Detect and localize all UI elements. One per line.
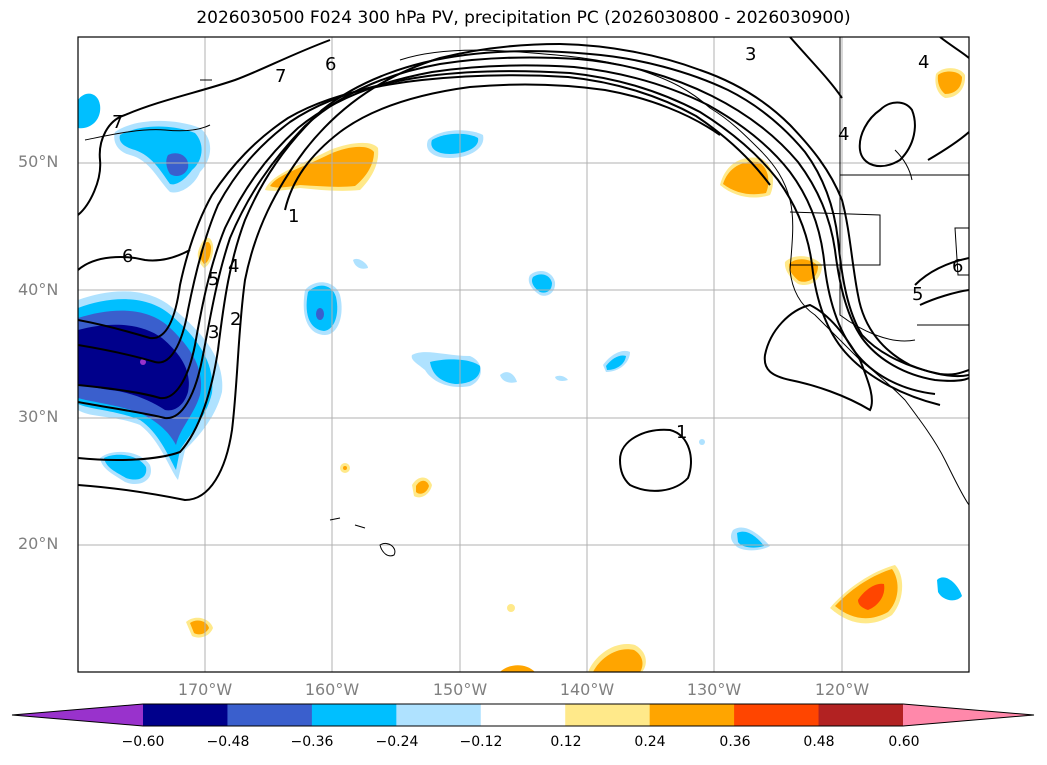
colorbar-segment — [396, 704, 482, 726]
contour-label: 1 — [676, 422, 687, 443]
contour-labels: 7 6 7 6 1 5 4 3 2 3 4 4 5 6 1 — [112, 44, 963, 443]
colorbar-tick-label: −0.48 — [206, 734, 250, 750]
contour-label: 7 — [112, 112, 123, 133]
contour-label: 3 — [745, 44, 756, 65]
colorbar-tick-label: −0.60 — [121, 734, 165, 750]
lon-label: 170°W — [177, 680, 233, 699]
contour-label: 3 — [208, 322, 219, 343]
colorbar-segment — [818, 704, 904, 726]
colorbar-tick-label: −0.12 — [459, 734, 503, 750]
precip-positive — [186, 68, 966, 672]
map-plot — [78, 37, 969, 672]
contour-label: 6 — [952, 256, 963, 277]
colorbar-tick-label: 0.60 — [888, 734, 920, 750]
lon-label: 140°W — [559, 680, 615, 699]
contour-label: 7 — [275, 66, 286, 87]
lon-label: 130°W — [686, 680, 742, 699]
lat-label: 40°N — [18, 280, 59, 299]
lon-label: 120°W — [814, 680, 870, 699]
contour-label: 4 — [838, 124, 849, 145]
lat-label: 30°N — [18, 407, 59, 426]
colorbar-segment — [480, 704, 566, 726]
contour-label: 6 — [325, 54, 336, 75]
colorbar-segment — [227, 704, 313, 726]
contour-label: 4 — [918, 52, 929, 73]
colorbar-tick-label: −0.24 — [375, 734, 419, 750]
colorbar-tick-label: 0.12 — [550, 734, 582, 750]
map-title: 2026030500 F024 300 hPa PV, precipitatio… — [196, 8, 851, 28]
lat-label: 20°N — [18, 534, 59, 553]
contour-label: 5 — [208, 269, 219, 290]
colorbar-segment — [734, 704, 820, 726]
colorbar-extend-min — [12, 704, 143, 726]
lon-label: 150°W — [432, 680, 488, 699]
pv-contours — [78, 37, 969, 502]
map-frame — [77, 36, 970, 673]
contour-label: 4 — [228, 256, 239, 277]
lat-label: 50°N — [18, 152, 59, 171]
colorbar-tick-label: 0.36 — [719, 734, 751, 750]
colorbar-tick-label: −0.36 — [290, 734, 334, 750]
colorbar-outline — [11, 703, 1035, 727]
contour-label: 1 — [288, 206, 299, 227]
colorbar-tick-label: 0.24 — [634, 734, 666, 750]
colorbar-tick-label: 0.48 — [803, 734, 835, 750]
colorbar-segment — [649, 704, 735, 726]
contour-label: 5 — [912, 284, 923, 305]
colorbar-segment — [565, 704, 651, 726]
colorbar — [11, 703, 1035, 727]
colorbar-extend-max — [903, 704, 1034, 726]
contour-label: 6 — [122, 246, 133, 267]
colorbar-segment — [311, 704, 397, 726]
contour-label: 2 — [230, 309, 241, 330]
graticule — [78, 37, 969, 672]
colorbar-segment — [143, 704, 228, 726]
lon-label: 160°W — [304, 680, 360, 699]
precip-negative — [78, 93, 962, 601]
